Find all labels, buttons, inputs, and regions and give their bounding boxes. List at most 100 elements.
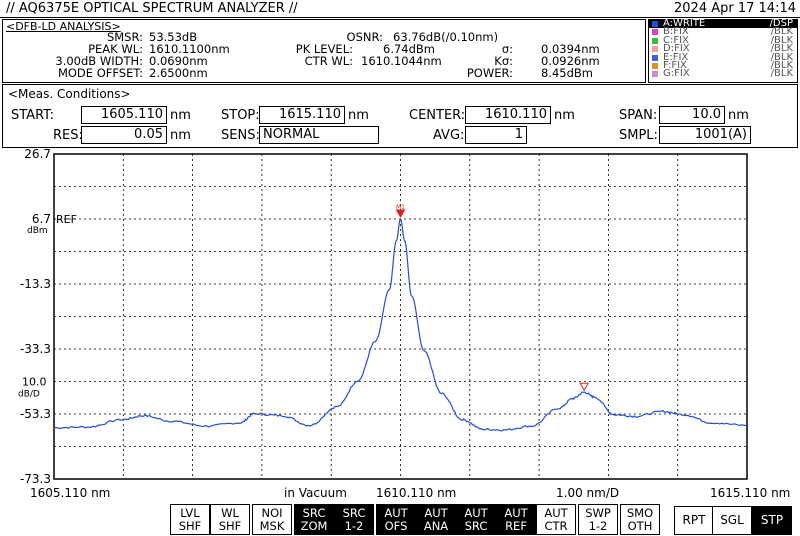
trace-g-swatch [652,71,658,78]
center-unit: nm [554,108,575,123]
width-value: 0.0690nm [149,54,208,68]
softkey-swp-1-2[interactable]: SWP 1-2 [578,504,618,535]
ref-unit-label: dBm [27,226,48,236]
softkey-aut-ref[interactable]: AUT REF [496,504,536,535]
spectrum-trace-a [53,218,747,432]
y-tick-label: -53.3 [20,407,51,421]
stop-field[interactable]: 1615.110 [259,106,345,124]
trace-f[interactable]: F:FIX /BLK [649,60,797,71]
softkey-noi-msk[interactable]: NOI MSK [252,504,292,535]
peak-marker-main [395,209,406,219]
meas-heading: <Meas. Conditions> [8,87,131,101]
trace-e-swatch [652,54,658,61]
center-label: CENTER: [409,108,466,123]
span-field[interactable]: 10.0 [659,106,725,124]
pk-level-value: 6.74dBm [383,42,435,56]
div-value-label: 10.0 [22,376,47,389]
trace-list: A:WRITE /DSP B:FIX /BLK C:FIX /BLK D:FIX… [648,18,798,83]
trace-a-swatch [652,21,658,27]
peak-marker-side [579,382,590,392]
softkey-aut-src[interactable]: AUT SRC [456,504,496,535]
dfb-ld-analysis-panel: <DFB-LD ANALYSIS> SMSR: 53.53dB OSNR: 63… [2,19,646,83]
mode-sgl-button[interactable]: SGL [712,506,752,535]
smpl-field[interactable]: 1001(A) [659,126,751,144]
softkey-aut-ctr[interactable]: AUT CTR [536,504,576,535]
trace-c[interactable]: C:FIX /BLK [649,35,797,46]
date-time: 2024 Apr 17 14:14 [674,1,796,16]
x-stop-label: 1615.110 nm [710,486,791,500]
start-label: START: [11,108,55,123]
y-tick-label: 6.7 [32,212,51,226]
softkey-src-1-2[interactable]: SRC 1-2 [334,504,374,535]
trace-b[interactable]: B:FIX /BLK [649,27,797,37]
trace-g[interactable]: G:FIX /BLK [649,69,797,79]
y-tick-label: -73.3 [20,472,51,486]
start-unit: nm [170,108,191,123]
mode-offset-label: MODE OFFSET: [57,66,143,80]
avg-field[interactable]: 1 [465,126,527,144]
analysis-heading: <DFB-LD ANALYSIS> [6,20,121,33]
vacuum-label: in Vacuum [284,486,347,500]
mode-stp-button[interactable]: STP [752,506,792,535]
softkey-bar: LVL SHF WL SHF NOI MSK SRC ZOM SRC 1-2 AUT OFS… [0,503,800,536]
trace-a[interactable]: A:WRITE /DSP [649,18,797,29]
ksigma-label: Kσ: [494,54,513,68]
power-value: 8.45dBm [541,66,593,80]
ctr-wl-value: 1610.1044nm [361,54,442,68]
y-tick-label: 26.7 [24,148,51,161]
span-unit: nm [728,108,749,123]
trace-b-swatch [652,29,658,36]
y-tick-label: -33.3 [20,342,51,356]
sigma-label: σ: [501,42,513,56]
x-axis-labels: 1605.110 nm in Vacuum 1610.110 nm 1.00 n… [0,486,800,502]
ctr-wl-label: CTR WL: [304,54,353,68]
meas-conditions-panel: <Meas. Conditions> START: 1605.110 nm ST… [2,84,798,148]
smsr-label: SMSR: [106,30,143,44]
softkey-wl-shf[interactable]: WL SHF [210,504,250,535]
y-tick-labels: 26.7 6.7 -13.3 -33.3 -53.3 -73.3 [20,147,51,486]
spectrum-plot-svg[interactable]: 26.7 6.7 -13.3 -33.3 -53.3 -73.3 REF dBm 10.0… [0,147,800,500]
res-unit: nm [170,128,191,143]
sens-label: SENS: [221,128,260,143]
sigma-value: 0.0394nm [541,42,600,56]
peak-wl-label: PEAK WL: [88,42,143,56]
avg-label: AVG: [433,128,465,143]
start-field[interactable]: 1605.110 [81,106,167,124]
trace-f-swatch [652,62,658,69]
x-div-label: 1.00 nm/D [556,486,620,500]
res-field[interactable]: 0.05 [81,126,167,144]
plot-frame [53,153,748,480]
softkey-smo-oth[interactable]: SMO OTH [620,504,660,535]
ref-label: REF [56,213,77,226]
y-tick-label: -13.3 [20,277,51,291]
width-label: 3.00dB WIDTH: [55,54,143,68]
softkey-lvl-shf[interactable]: LVL SHF [170,504,210,535]
softkey-aut-ana[interactable]: AUT ANA [416,504,456,535]
trace-e[interactable]: E:FIX /BLK [649,52,797,62]
title-bar: // AQ6375E OPTICAL SPECTRUM ANALYZER // … [0,0,800,18]
osnr-label: OSNR: [346,30,383,44]
app-title: // AQ6375E OPTICAL SPECTRUM ANALYZER // [6,1,298,16]
peak-wl-value: 1610.1100nm [149,42,230,56]
mode-rpt-button[interactable]: RPT [674,506,714,535]
marker-label: M1 [396,204,405,211]
stop-label: STOP: [221,108,260,123]
softkey-aut-ofs[interactable]: AUT OFS [376,504,416,535]
span-label: SPAN: [619,108,658,123]
softkey-src-zom[interactable]: SRC ZOM [294,504,334,535]
osnr-value: 63.76dB(/0.10nm) [393,30,499,44]
center-field[interactable]: 1610.110 [465,106,551,124]
div-unit-label: dB/D [18,390,40,400]
x-center-label: 1610.110 nm [376,486,457,500]
smsr-value: 53.53dB [149,30,198,44]
spectrum-plot: 26.7 6.7 -13.3 -33.3 -53.3 -73.3 REF dBm 10.0… [0,147,800,500]
power-label: POWER: [466,66,513,80]
trace-d-swatch [652,46,658,53]
peak-markers: M1 [395,204,590,392]
trace-d[interactable]: D:FIX /BLK [649,43,797,54]
smpl-label: SMPL: [619,128,658,143]
sens-field[interactable]: NORMAL [259,126,379,144]
x-start-label: 1605.110 nm [30,486,111,500]
trace-c-swatch [652,37,658,44]
plot-grid [54,154,747,479]
